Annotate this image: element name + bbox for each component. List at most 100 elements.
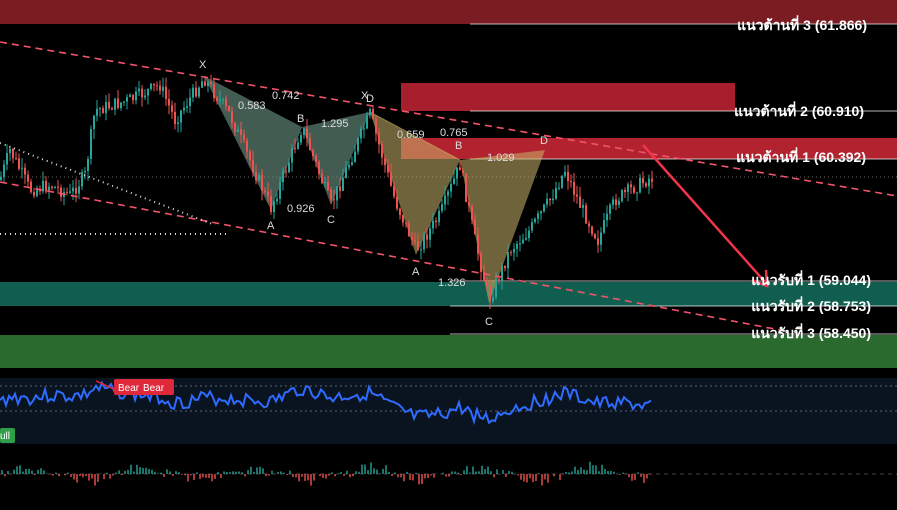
candle-body [237,129,239,132]
candle-body [126,97,128,102]
candle-body [534,218,536,223]
candle-body [45,180,47,192]
candle-body [90,129,92,159]
pattern-triangle-bcd [302,112,370,205]
bear-badge-2: Bear [143,383,165,394]
ratio-label-3: 0.926 [287,203,315,215]
candle-body [393,185,395,197]
forecast-arrow [642,144,766,283]
candle-body [378,133,380,145]
candle-body [240,129,242,135]
candle-body [525,238,527,240]
candle-body [267,191,269,197]
candle-body [579,196,581,208]
candle-body [618,201,620,205]
support-zone-3 [0,335,897,368]
pattern-label-b-1: B [297,113,304,125]
candle-body [312,150,314,157]
candle-body [555,188,557,199]
candle-body [504,265,506,269]
pattern-label-d-1: D [366,93,374,105]
candle-body [648,178,650,187]
candle-body [495,278,497,298]
candle-body [372,109,374,119]
candle-body [162,86,164,91]
candle-body [48,186,50,192]
candle-body [102,108,104,114]
candle-body [549,198,551,201]
candle-body [480,253,482,273]
candle-body [444,195,446,205]
candle-body [588,223,590,227]
candle-body [96,108,98,116]
candle-body [639,177,641,193]
candle-body [423,234,425,250]
candle-body [258,174,260,181]
candle-body [273,201,275,213]
candle-body [54,186,56,189]
candle-body [210,82,212,85]
pattern-xb-line [369,111,461,161]
candle-body [522,239,524,244]
candle-body [99,108,101,110]
candle-body [225,99,227,106]
candle-body [159,85,161,91]
candle-body [471,206,473,220]
candle-body [345,167,347,178]
candle-body [60,187,62,197]
candle-body [462,170,464,174]
candle-body [303,128,305,136]
candle-body [651,178,653,182]
candle-body [432,220,434,229]
candle-body [369,109,371,116]
candle-body [72,187,74,192]
ratio-label-8: 1.326 [438,277,466,289]
candle-body [366,115,368,129]
candle-body [603,220,605,233]
candle-body [408,223,410,237]
resistance-zone-3 [0,0,897,24]
candle-body [246,140,248,152]
candle-body [24,167,26,175]
pattern-label-x-2: X [361,90,369,102]
candle-body [213,84,215,98]
candle-body [381,144,383,158]
candle-body [264,190,266,192]
candle-body [624,190,626,192]
candle-body [318,161,320,174]
candle-body [459,167,461,171]
candle-body [561,175,563,188]
candle-body [297,142,299,149]
candle-body [567,171,569,182]
candle-body [18,158,20,169]
candle-body [66,191,68,193]
candle-body [489,286,491,302]
channel-upper-trendline [0,41,897,197]
bull-badge-bg [0,428,15,443]
candle-body [132,94,134,101]
candle-body [69,191,71,193]
pattern-label-x-1: X [199,59,207,71]
candle-body [348,164,350,168]
candle-body [606,213,608,221]
candle-body [402,215,404,223]
candle-body [207,82,209,86]
pattern-label-a-1: A [267,220,275,232]
candle-body [390,172,392,186]
candle-body [396,196,398,209]
candle-body [426,234,428,240]
candle-body [27,174,29,182]
candle-body [591,226,593,235]
candle-body [519,243,521,245]
candle-body [507,252,509,269]
candle-body [642,177,644,184]
pattern-label-b-2: B [455,140,462,152]
candle-body [183,107,185,111]
candle-body [354,151,356,163]
candle-body [300,135,302,143]
candle-body [453,178,455,184]
candle-body [288,162,290,173]
candle-body [192,87,194,98]
candle-body [3,164,5,177]
